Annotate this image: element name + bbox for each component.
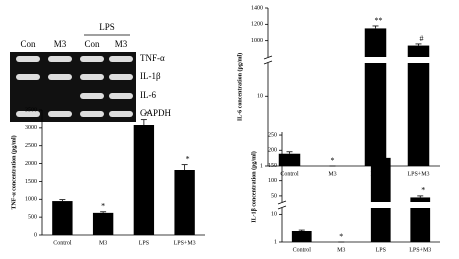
y-axis-label: IL-1β concentration (pg/ml) [250,151,257,223]
x-tick-label: LPS+M3 [174,240,196,246]
break-mark [277,205,287,210]
y-tick-label: 10 [271,212,277,218]
y-tick-label: 2500 [25,143,37,149]
x-tick-label: LPS [376,247,386,253]
band [48,111,72,117]
y-tick-label: 50 [271,193,277,199]
band [109,56,133,62]
bar [291,231,312,242]
axis-break [264,57,440,63]
bar [278,153,301,166]
y-tick-label: 500 [28,215,37,221]
bar [410,197,431,242]
row-label: IL-1β [140,71,161,81]
group-label: LPS [99,22,115,32]
break-mark [263,60,273,65]
y-tick-label: 1400 [251,5,263,11]
y-tick-label: 1000 [251,38,263,44]
annotation: * [145,109,149,118]
annotation: * [186,154,190,163]
annotation: * [421,186,425,195]
lane-label: M3 [115,39,128,49]
lane-label: M3 [54,39,67,49]
y-tick-label: 3500 [25,107,37,113]
y-tick-label: 1000 [25,197,37,203]
lane-label: Con [84,39,100,49]
row-label: GAPDH [140,108,172,118]
y-tick-label: 1 [260,163,263,169]
annotation: * [101,202,105,211]
y-tick-label: 100 [268,178,277,184]
x-tick-label: LPS [139,240,149,246]
axis-break [278,202,440,208]
bar [174,170,195,235]
band [109,93,133,99]
band [16,111,40,117]
band [80,74,104,80]
y-tick-label: 1200 [251,22,263,28]
band [48,74,72,80]
band [48,56,72,62]
bar [370,157,391,242]
y-axis-label: TNF-α concentration (pg/ml) [10,135,17,209]
x-tick-label: M3 [337,247,345,253]
band [16,74,40,80]
bar [407,45,430,166]
band [80,111,104,117]
annotation: # [420,34,424,43]
y-tick-label: 200 [268,148,277,154]
gel-background [10,52,136,122]
x-tick-label: LPS+M3 [409,247,431,253]
annotation: * [339,232,343,241]
break-mark [263,55,273,60]
x-tick-label: M3 [99,240,107,246]
gel-panel: LPS [84,22,130,36]
bar [133,125,155,235]
y-tick-label: 10 [257,94,263,100]
y-tick-label: 3000 [25,125,37,131]
x-tick-label: LPS+M3 [407,171,429,177]
x-tick-label: Control [53,240,72,246]
break-mark [277,200,287,205]
band [80,93,104,99]
band [109,111,133,117]
y-tick-label: 0 [34,232,37,238]
bar [92,212,114,235]
y-tick-label: 1500 [25,179,37,185]
x-tick-label: Control [280,171,299,177]
y-tick-label: 2000 [25,161,37,167]
x-tick-label: Control [293,247,312,253]
y-tick-label: 150 [268,163,277,169]
annotation: * [382,143,386,152]
y-tick-label: 250 [268,132,277,138]
annotation: ** [375,16,383,25]
annotation: * [331,156,335,165]
row-label: IL-6 [140,90,156,100]
y-axis-label: IL-6 concentration (pg/ml) [236,53,243,121]
x-tick-label: M3 [328,171,336,177]
band [109,74,133,80]
y-tick-label: 1 [274,239,277,245]
row-label: TNF-α [140,53,165,63]
band [80,56,104,62]
bar [52,201,73,235]
band [16,56,40,62]
lane-label: Con [20,39,36,49]
